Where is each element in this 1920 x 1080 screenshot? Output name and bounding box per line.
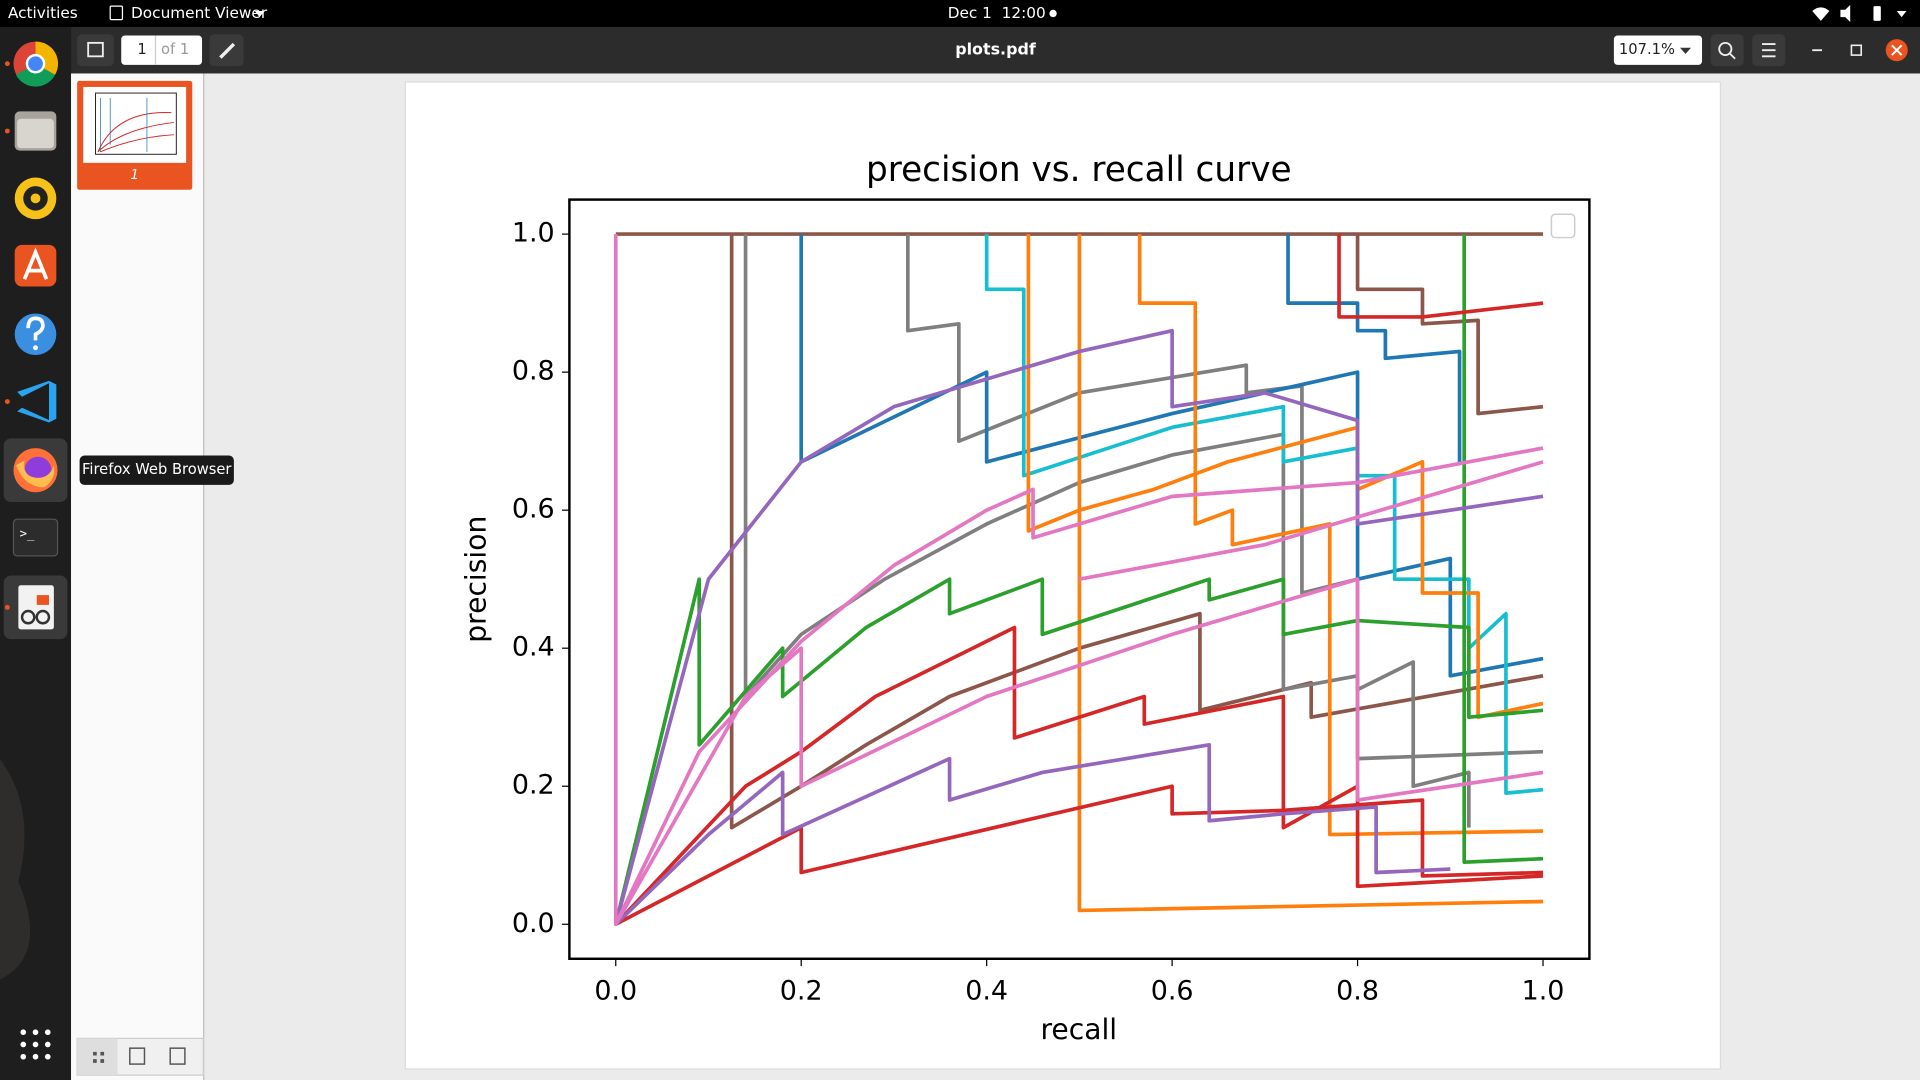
y-axis-label: precision <box>460 516 493 643</box>
maximize-button[interactable] <box>1850 44 1863 56</box>
pr-curve <box>614 577 1544 926</box>
y-tick-label: 1.0 <box>512 218 555 249</box>
files-folder <box>17 118 54 149</box>
search-icon <box>1718 41 1733 57</box>
chart: precision vs. recall curve recall precis… <box>460 150 1591 1046</box>
page-entry[interactable] <box>121 35 203 65</box>
top-bar <box>0 0 1920 27</box>
running-dot <box>4 399 10 405</box>
y-tick-label: 0.4 <box>512 632 555 663</box>
x-axis-label: recall <box>1040 1013 1117 1046</box>
thumbnail-label: 1 <box>130 168 139 183</box>
zoom-box[interactable] <box>1613 35 1703 65</box>
page-count: of 1 <box>161 41 189 58</box>
y-tick-label: 0.6 <box>512 494 555 525</box>
system-menu-arrow[interactable] <box>1896 11 1907 18</box>
pr-curve <box>614 784 1544 926</box>
zoom-arrow <box>1680 47 1692 54</box>
tooltip-text: Firefox Web Browser <box>82 461 232 478</box>
thumbnail-curves <box>100 97 148 152</box>
show-apps[interactable] <box>20 1029 51 1060</box>
help-glyph <box>26 316 45 341</box>
terminal-icon[interactable] <box>12 518 59 557</box>
dropdown-arrow <box>254 11 265 18</box>
app-menu[interactable]: Document Viewer <box>131 4 268 22</box>
x-tick-label: 0.4 <box>965 975 1008 1006</box>
glasses-left <box>20 609 36 625</box>
running-dot <box>4 128 10 134</box>
search-icon-handle <box>1729 53 1736 60</box>
x-tick-label: 0.0 <box>594 975 637 1006</box>
search-button[interactable] <box>1710 34 1744 67</box>
pr-curve <box>613 577 1544 925</box>
sidebar <box>71 73 204 1080</box>
pr-curve <box>1286 234 1462 462</box>
annotations-tab[interactable] <box>129 1047 146 1065</box>
pdf-page <box>404 81 1722 1070</box>
software-glyph <box>22 247 49 280</box>
axes-frame <box>568 198 1591 960</box>
file-name: plots.pdf <box>955 40 1037 59</box>
x-tick-label: 0.6 <box>1151 975 1194 1006</box>
activities[interactable]: Activities <box>8 4 78 22</box>
tooltip <box>79 455 234 485</box>
running-dot <box>4 604 10 610</box>
chart-title: precision vs. recall curve <box>866 150 1292 190</box>
sidebar-icon <box>87 41 104 58</box>
doc-glyph <box>36 595 49 605</box>
thumbnails-tab[interactable] <box>77 1038 118 1076</box>
pr-curve <box>1137 234 1544 837</box>
page-number[interactable]: 1 <box>137 41 146 58</box>
x-tick-label: 0.2 <box>780 975 823 1006</box>
firefox-tail <box>15 460 55 488</box>
wallpaper-shadow <box>0 759 31 980</box>
header-bar <box>71 26 1920 74</box>
battery-icon[interactable] <box>1873 6 1881 21</box>
notification-dot <box>1049 9 1057 18</box>
pencil-icon <box>219 42 236 59</box>
glasses-right <box>35 609 51 625</box>
pr-curve <box>1355 234 1544 416</box>
x-tick-label: 1.0 <box>1522 975 1565 1006</box>
y-tick-label: 0.8 <box>512 356 555 387</box>
legend-box <box>1550 213 1576 239</box>
chrome-segment <box>15 63 56 87</box>
thumbnail-curves <box>97 112 174 153</box>
terminal-prompt: >_ <box>20 526 35 540</box>
clock[interactable]: Dec 1 12:00 <box>948 4 1046 22</box>
vscode-icon[interactable] <box>17 380 57 423</box>
y-tick-label: 0.0 <box>512 908 555 939</box>
app-icon <box>109 5 124 21</box>
sidebar-toggle[interactable] <box>77 34 114 67</box>
grid-glyph <box>93 1051 105 1063</box>
thumbnail-axes <box>95 92 177 155</box>
running-dot <box>4 61 10 67</box>
pr-curve <box>1079 460 1544 581</box>
pr-curve <box>613 234 1544 927</box>
zoom-level[interactable]: 107.1% <box>1619 41 1675 58</box>
menu-icon <box>1762 43 1776 58</box>
help-dot <box>33 345 38 351</box>
bookmarks-tab[interactable] <box>169 1047 186 1065</box>
pr-curve <box>1077 234 1544 913</box>
wifi-icon[interactable] <box>1812 7 1830 21</box>
pr-curve <box>1462 234 1544 864</box>
dock-icons: >_ <box>3 41 68 1060</box>
y-tick-label: 0.2 <box>512 770 555 801</box>
x-tick-label: 0.8 <box>1336 975 1379 1006</box>
close-icon <box>1891 44 1903 56</box>
volume-icon[interactable] <box>1840 4 1851 23</box>
chrome-center <box>28 56 43 72</box>
pr-curve <box>614 742 1451 926</box>
pr-curve <box>613 328 1544 925</box>
rhythmbox-hub <box>30 193 41 204</box>
pr-curve <box>1337 234 1544 319</box>
